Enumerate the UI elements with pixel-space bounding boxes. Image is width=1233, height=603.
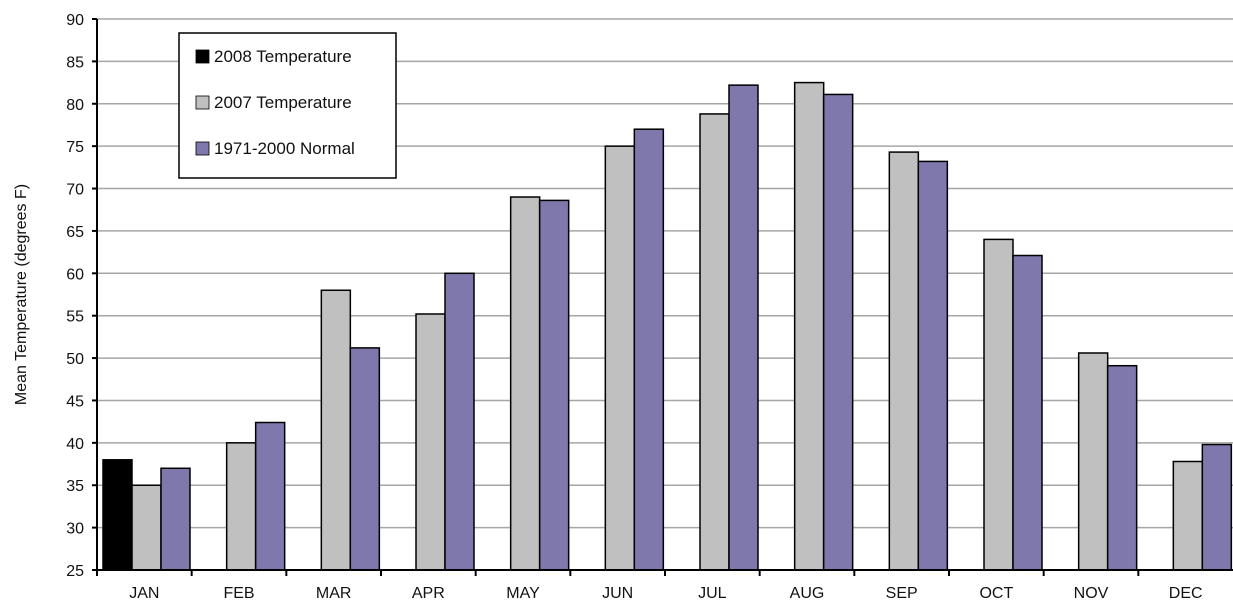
- bar-aug-series-1: [793, 81, 825, 571]
- y-tick-label: 55: [66, 309, 84, 326]
- bar-nov-series-2: [1106, 364, 1138, 571]
- y-tick-label: 90: [66, 12, 84, 29]
- bar-aug-series-2: [822, 93, 854, 571]
- legend-label: 1971-2000 Normal: [214, 139, 355, 158]
- x-tick-label: FEB: [223, 585, 254, 602]
- y-axis-label: Mean Temperature (degrees F): [13, 184, 30, 405]
- legend-label: 2008 Temperature: [214, 47, 352, 66]
- bars: [102, 81, 1233, 571]
- x-tick-label: JUL: [698, 585, 727, 602]
- x-tick-label: DEC: [1169, 585, 1203, 602]
- y-tick-label: 65: [66, 224, 84, 241]
- legend: 2008 Temperature 2007 Temperature 1971-200…: [178, 32, 397, 179]
- y-tick-label: 40: [66, 436, 84, 453]
- y-tick-label: 30: [66, 521, 84, 538]
- y-tick-label: 45: [66, 393, 84, 410]
- bar-may-series-1: [509, 196, 541, 571]
- bar-feb-series-2: [254, 421, 286, 571]
- y-tick-label: 25: [66, 563, 84, 580]
- bar-mar-series-2: [349, 347, 381, 571]
- y-tick-label: 35: [66, 478, 84, 495]
- x-tick-label: OCT: [979, 585, 1013, 602]
- x-tick-label: JAN: [129, 585, 159, 602]
- bar-may-series-2: [538, 199, 570, 571]
- bar-dec-series-1: [1172, 460, 1204, 571]
- y-tick-label: 70: [66, 182, 84, 199]
- bar-nov-series-1: [1077, 352, 1109, 571]
- y-tick-labels: 25 30 35 40 45 50 55 60 65 70 75 80 85 90: [66, 12, 84, 580]
- x-tick-label: APR: [412, 585, 445, 602]
- y-tick-label: 50: [66, 351, 84, 368]
- bar-jan-series-0: [102, 459, 133, 571]
- legend-swatch: [195, 49, 210, 64]
- bar-jul-series-2: [728, 84, 759, 571]
- bar-jul-series-1: [699, 113, 730, 571]
- bar-oct-series-2: [1012, 254, 1043, 571]
- x-tick-label: SEP: [886, 585, 918, 602]
- x-tick-label: AUG: [790, 585, 825, 602]
- bar-jun-series-1: [604, 145, 636, 571]
- legend-label: 2007 Temperature: [214, 93, 352, 112]
- bar-mar-series-1: [320, 289, 352, 571]
- bar-jan-series-2: [160, 467, 191, 571]
- x-tick-label: NOV: [1074, 585, 1109, 602]
- bar-apr-series-2: [444, 272, 475, 571]
- bar-jan-series-1: [131, 484, 162, 571]
- y-tick-label: 80: [66, 97, 84, 114]
- axes: [92, 18, 1233, 576]
- legend-swatch: [195, 95, 210, 110]
- y-tick-label: 75: [66, 139, 84, 156]
- x-tick-label: JUN: [602, 585, 633, 602]
- bar-sep-series-2: [917, 160, 949, 571]
- bar-feb-series-1: [225, 442, 257, 571]
- legend-box: [178, 32, 397, 179]
- bar-apr-series-1: [415, 313, 446, 571]
- bar-sep-series-1: [888, 151, 920, 571]
- x-tick-label: MAY: [506, 585, 540, 602]
- x-tick-label: MAR: [316, 585, 352, 602]
- bar-oct-series-1: [983, 238, 1014, 571]
- legend-swatch: [195, 141, 210, 156]
- y-tick-label: 85: [66, 54, 84, 71]
- bar-dec-series-2: [1201, 443, 1233, 571]
- x-tick-labels: JAN FEB MAR APR MAY JUN JUL AUG SEP OCT NOV DEC: [129, 585, 1202, 602]
- bar-jun-series-2: [633, 128, 665, 571]
- y-tick-label: 60: [66, 266, 84, 283]
